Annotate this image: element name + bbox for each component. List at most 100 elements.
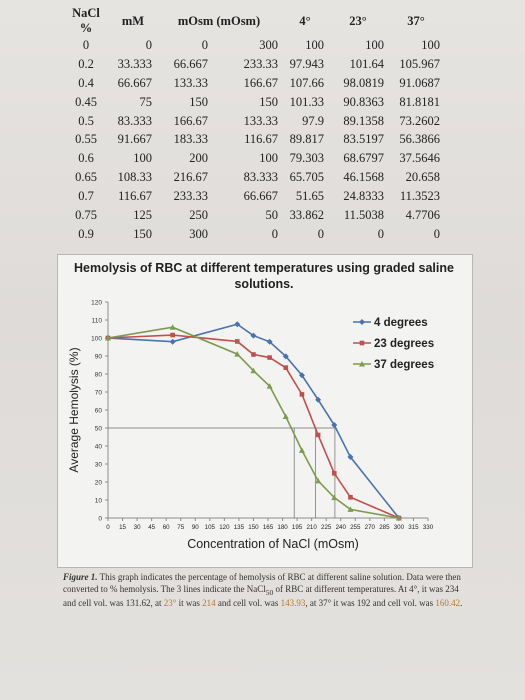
caption-highlight-1: 23° xyxy=(163,597,177,608)
x-tick-label: 90 xyxy=(192,524,199,531)
table-cell: 0.65 xyxy=(75,170,97,185)
y-tick-label: 100 xyxy=(91,336,102,343)
data-point-4deg xyxy=(282,353,289,360)
table-cell: 300 xyxy=(259,37,278,52)
data-point-23deg xyxy=(251,352,256,357)
data-point-4deg xyxy=(331,422,338,429)
data-point-23deg xyxy=(170,332,175,338)
data-point-37deg xyxy=(105,335,111,341)
caption-text-3: it was xyxy=(176,597,203,608)
table-cell: 98.0819 xyxy=(343,75,384,90)
x-tick-label: 150 xyxy=(248,524,259,531)
x-tick-label: 285 xyxy=(379,524,390,531)
legend-marker xyxy=(359,340,365,346)
table-cell: 116.67 xyxy=(244,132,278,147)
table-cell: 68.6797 xyxy=(343,151,384,166)
caption-highlight-2: 214 xyxy=(202,597,216,608)
table-cell: 11.3523 xyxy=(399,189,440,204)
data-point-4deg xyxy=(169,338,176,345)
x-tick-label: 0 xyxy=(106,524,110,531)
table-cell: 81.8181 xyxy=(399,94,440,109)
x-tick-label: 300 xyxy=(394,524,405,531)
caption-highlight-4: 160.42 xyxy=(435,597,461,608)
data-point-4deg xyxy=(234,321,241,328)
y-tick-label: 80 xyxy=(95,372,103,379)
table-cell: 65.705 xyxy=(289,170,324,185)
table-cell: 50 xyxy=(265,207,279,222)
caption-text-2: of RBC at different temperatures. At 4°,… xyxy=(63,583,459,608)
data-point-4deg xyxy=(266,338,273,345)
table-row: 0.65 108.33 216.67 83.333 65.705 46.1568 20.65… xyxy=(62,168,444,187)
table-cell: 66.667 xyxy=(173,56,208,71)
figure-caption: Figure 1. This graph indicates the perce… xyxy=(63,572,473,609)
data-point-23deg xyxy=(299,392,305,397)
table-cell: 0 xyxy=(82,37,90,52)
table-row: 0.9 150 300 0 0 0 0 xyxy=(62,225,444,244)
table-cell: 0 xyxy=(271,226,278,241)
data-point-23deg xyxy=(234,339,240,344)
legend-marker xyxy=(359,319,365,325)
table-cell: 83.5197 xyxy=(343,132,384,147)
table-cell: 108.33 xyxy=(117,170,152,185)
y-tick-label: 120 xyxy=(91,300,102,307)
table-cell: 66.667 xyxy=(117,75,152,90)
table-cell: 97.943 xyxy=(289,56,324,71)
x-tick-label: 330 xyxy=(423,524,434,531)
table-cell: 33.333 xyxy=(117,56,152,71)
table-cell: 101.64 xyxy=(349,56,384,71)
legend-marker xyxy=(359,361,365,367)
table-cell: 0.4 xyxy=(78,75,94,90)
table-cell: 250 xyxy=(189,207,208,222)
table-cell: 83.333 xyxy=(243,170,278,185)
header-mm: mM xyxy=(121,13,145,28)
y-tick-label: 50 xyxy=(95,426,103,433)
table-cell: 46.1568 xyxy=(343,170,384,185)
x-tick-label: 135 xyxy=(234,524,245,531)
y-tick-label: 20 xyxy=(95,480,103,487)
data-table: NaCl % mM mOsm (mOsm) 4° 23° 37° 0 0 0 300 1… xyxy=(62,6,444,244)
table-cell: 101.33 xyxy=(289,94,324,109)
table-row: 0.4 66.667 133.33 166.67 107.66 98.0819 91.068… xyxy=(62,74,444,93)
table-cell: 133.33 xyxy=(243,113,278,128)
y-tick-label: 40 xyxy=(95,444,103,451)
table-cell: 0.9 xyxy=(78,226,94,241)
table-cell: 66.667 xyxy=(243,189,278,204)
table-cell: 11.5038 xyxy=(343,207,384,222)
data-point-37deg xyxy=(347,506,354,512)
y-tick-label: 70 xyxy=(95,390,103,397)
x-axis-title: Concentration of NaCl (mOsm) xyxy=(187,537,359,551)
table-row: 0 0 0 300 100 100 100 xyxy=(62,36,444,55)
x-tick-label: 210 xyxy=(306,524,317,531)
data-point-37deg xyxy=(266,383,273,389)
caption-text-6: . xyxy=(460,597,463,608)
data-point-23deg xyxy=(315,432,321,438)
table-row: 0.2 33.333 66.667 233.33 97.943 101.64 105.967 xyxy=(62,55,444,74)
table-header-row: NaCl % mM mOsm (mOsm) 4° 23° 37° xyxy=(62,6,444,36)
table-cell: 0.2 xyxy=(78,56,94,71)
data-point-4deg xyxy=(315,396,322,403)
table-cell: 4.7706 xyxy=(405,207,440,222)
table-cell: 83.333 xyxy=(117,113,152,128)
table-cell: 133.33 xyxy=(173,75,208,90)
table-cell: 125 xyxy=(133,207,152,222)
table-cell: 0.75 xyxy=(75,207,97,222)
data-point-23deg xyxy=(267,355,272,360)
table-body: 0 0 0 300 100 100 100 0.2 33.333 66.667 233.33 97.9… xyxy=(62,36,444,244)
table-cell: 0 xyxy=(377,226,384,241)
table-cell: 0.7 xyxy=(78,189,94,204)
table-row: 0.6 100 200 100 79.303 68.6797 37.5646 xyxy=(62,149,444,168)
header-37deg: 37° xyxy=(407,13,425,28)
table-cell: 0 xyxy=(145,37,152,52)
table-cell: 75 xyxy=(139,94,153,109)
caption-text-1: This graph indicates the percentage of h… xyxy=(63,572,461,594)
caption-text-4: and cell vol. was xyxy=(215,597,281,608)
y-tick-label: 110 xyxy=(92,318,103,325)
x-tick-label: 195 xyxy=(292,524,303,531)
header-4deg: 4° xyxy=(299,13,311,28)
table-cell: 73.2602 xyxy=(399,113,440,128)
x-tick-label: 270 xyxy=(365,524,376,531)
series-line xyxy=(107,334,400,519)
table-cell: 89.817 xyxy=(289,132,324,147)
table-row: 0.45 75 150 150 101.33 90.8363 81.8181 xyxy=(62,93,444,112)
